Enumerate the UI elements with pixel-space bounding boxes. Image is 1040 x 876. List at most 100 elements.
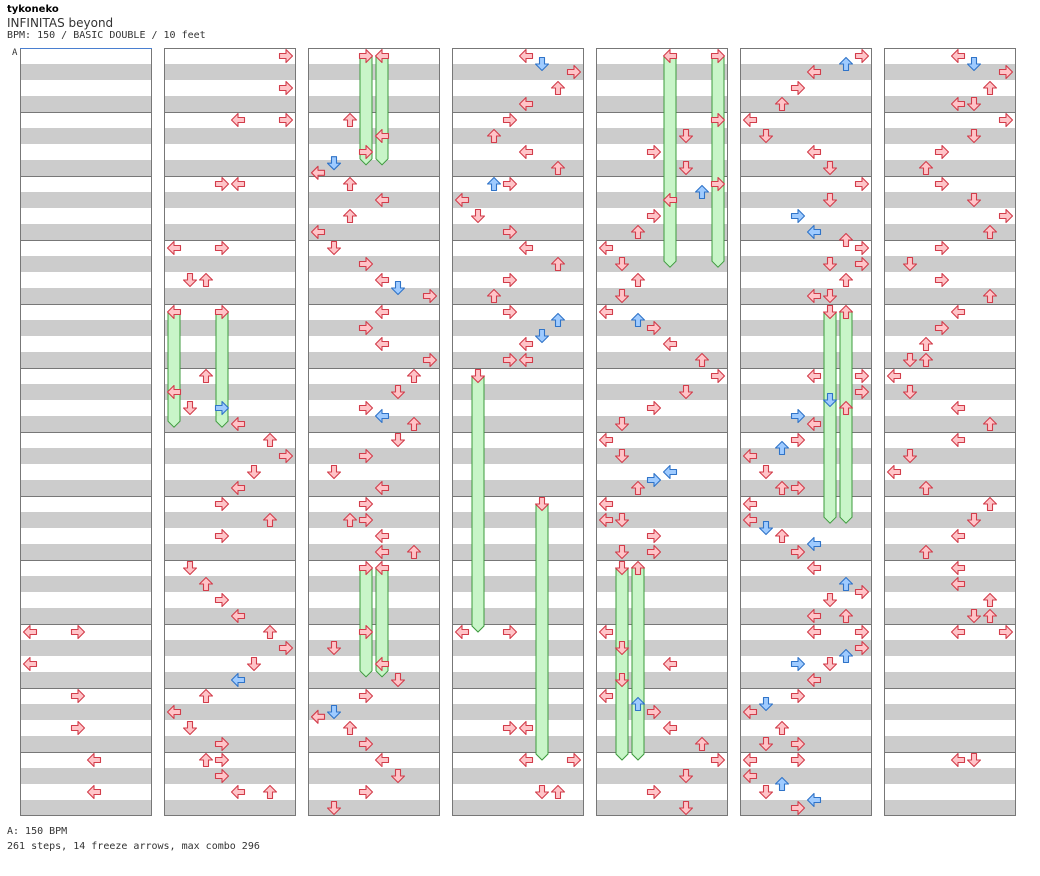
- beat-stripe: [20, 800, 152, 816]
- beat-stripe: [20, 224, 152, 240]
- beat-stripe: [308, 224, 440, 240]
- right-arrow-icon: [70, 688, 86, 704]
- freeze-left-arrow-icon: [662, 48, 678, 64]
- beat-stripe: [884, 352, 1016, 368]
- right-arrow-icon: [70, 720, 86, 736]
- right-arrow-icon: [646, 528, 662, 544]
- freeze-arrow-tail: [167, 311, 181, 428]
- right-arrow-icon: [214, 768, 230, 784]
- bpm-legend: A: 150 BPM: [7, 826, 68, 837]
- right-arrow-icon: [646, 472, 662, 488]
- up-arrow-icon: [630, 272, 646, 288]
- column-border: [164, 48, 296, 816]
- left-arrow-icon: [454, 192, 470, 208]
- up-arrow-icon: [198, 576, 214, 592]
- down-arrow-icon: [614, 416, 630, 432]
- freeze-arrow-tail: [711, 55, 725, 268]
- beat-stripe: [20, 608, 152, 624]
- up-arrow-icon: [838, 400, 854, 416]
- up-arrow-icon: [694, 352, 710, 368]
- up-arrow-icon: [406, 416, 422, 432]
- left-arrow-icon: [598, 304, 614, 320]
- beat-stripe: [740, 256, 872, 272]
- beat-stripe: [740, 768, 872, 784]
- up-arrow-icon: [982, 288, 998, 304]
- column-border: [740, 48, 872, 816]
- up-arrow-icon: [838, 608, 854, 624]
- left-arrow-icon: [806, 288, 822, 304]
- up-arrow-icon: [838, 232, 854, 248]
- freeze-arrow-tail: [663, 55, 677, 268]
- beat-stripe: [164, 480, 296, 496]
- beat-stripe: [884, 96, 1016, 112]
- right-arrow-icon: [278, 48, 294, 64]
- down-arrow-icon: [822, 392, 838, 408]
- right-arrow-icon: [790, 688, 806, 704]
- beat-stripe: [596, 512, 728, 528]
- up-arrow-icon: [486, 128, 502, 144]
- beat-stripe: [452, 768, 584, 784]
- beat-stripe: [20, 672, 152, 688]
- down-arrow-icon: [678, 768, 694, 784]
- down-arrow-icon: [758, 784, 774, 800]
- beat-stripe: [452, 256, 584, 272]
- left-arrow-icon: [662, 656, 678, 672]
- right-arrow-icon: [422, 288, 438, 304]
- right-arrow-icon: [214, 176, 230, 192]
- beat-stripe: [308, 416, 440, 432]
- freeze-up-arrow-icon: [838, 304, 854, 320]
- left-arrow-icon: [950, 576, 966, 592]
- beat-stripe: [452, 320, 584, 336]
- beat-stripe: [740, 480, 872, 496]
- tempo-change-line: [20, 48, 152, 49]
- beat-stripe: [740, 352, 872, 368]
- freeze-arrow-tail: [375, 55, 389, 166]
- down-arrow-icon: [390, 672, 406, 688]
- freeze-right-arrow-icon: [358, 560, 374, 576]
- up-arrow-icon: [918, 480, 934, 496]
- right-arrow-icon: [790, 80, 806, 96]
- beat-stripe: [164, 128, 296, 144]
- freeze-arrow-tail: [471, 375, 485, 633]
- beat-stripe: [20, 768, 152, 784]
- up-arrow-icon: [918, 160, 934, 176]
- left-arrow-icon: [806, 608, 822, 624]
- right-arrow-icon: [854, 640, 870, 656]
- beat-stripe: [164, 544, 296, 560]
- down-arrow-icon: [822, 160, 838, 176]
- notes-layer: [22, 48, 1014, 816]
- down-arrow-icon: [758, 736, 774, 752]
- freeze-right-arrow-icon: [710, 48, 726, 64]
- down-arrow-icon: [182, 720, 198, 736]
- beat-stripe: [596, 704, 728, 720]
- up-arrow-icon: [774, 776, 790, 792]
- down-arrow-icon: [966, 512, 982, 528]
- right-arrow-icon: [934, 320, 950, 336]
- right-arrow-icon: [278, 640, 294, 656]
- down-arrow-icon: [966, 128, 982, 144]
- beat-stripe: [20, 480, 152, 496]
- down-arrow-icon: [758, 520, 774, 536]
- down-arrow-icon: [966, 752, 982, 768]
- beat-stripe: [164, 192, 296, 208]
- beat-stripe: [452, 128, 584, 144]
- right-arrow-icon: [358, 512, 374, 528]
- beat-stripe: [452, 288, 584, 304]
- left-arrow-icon: [230, 112, 246, 128]
- right-arrow-icon: [214, 496, 230, 512]
- left-arrow-icon: [518, 48, 534, 64]
- beat-stripe: [740, 512, 872, 528]
- right-arrow-icon: [502, 720, 518, 736]
- beat-stripe: [452, 96, 584, 112]
- right-arrow-icon: [998, 64, 1014, 80]
- down-arrow-icon: [326, 240, 342, 256]
- freeze-down-arrow-icon: [470, 368, 486, 384]
- left-arrow-icon: [86, 752, 102, 768]
- freeze-left-arrow-icon: [166, 304, 182, 320]
- beat-stripe: [308, 672, 440, 688]
- right-arrow-icon: [358, 144, 374, 160]
- right-arrow-icon: [358, 448, 374, 464]
- down-arrow-icon: [614, 672, 630, 688]
- left-arrow-icon: [806, 792, 822, 808]
